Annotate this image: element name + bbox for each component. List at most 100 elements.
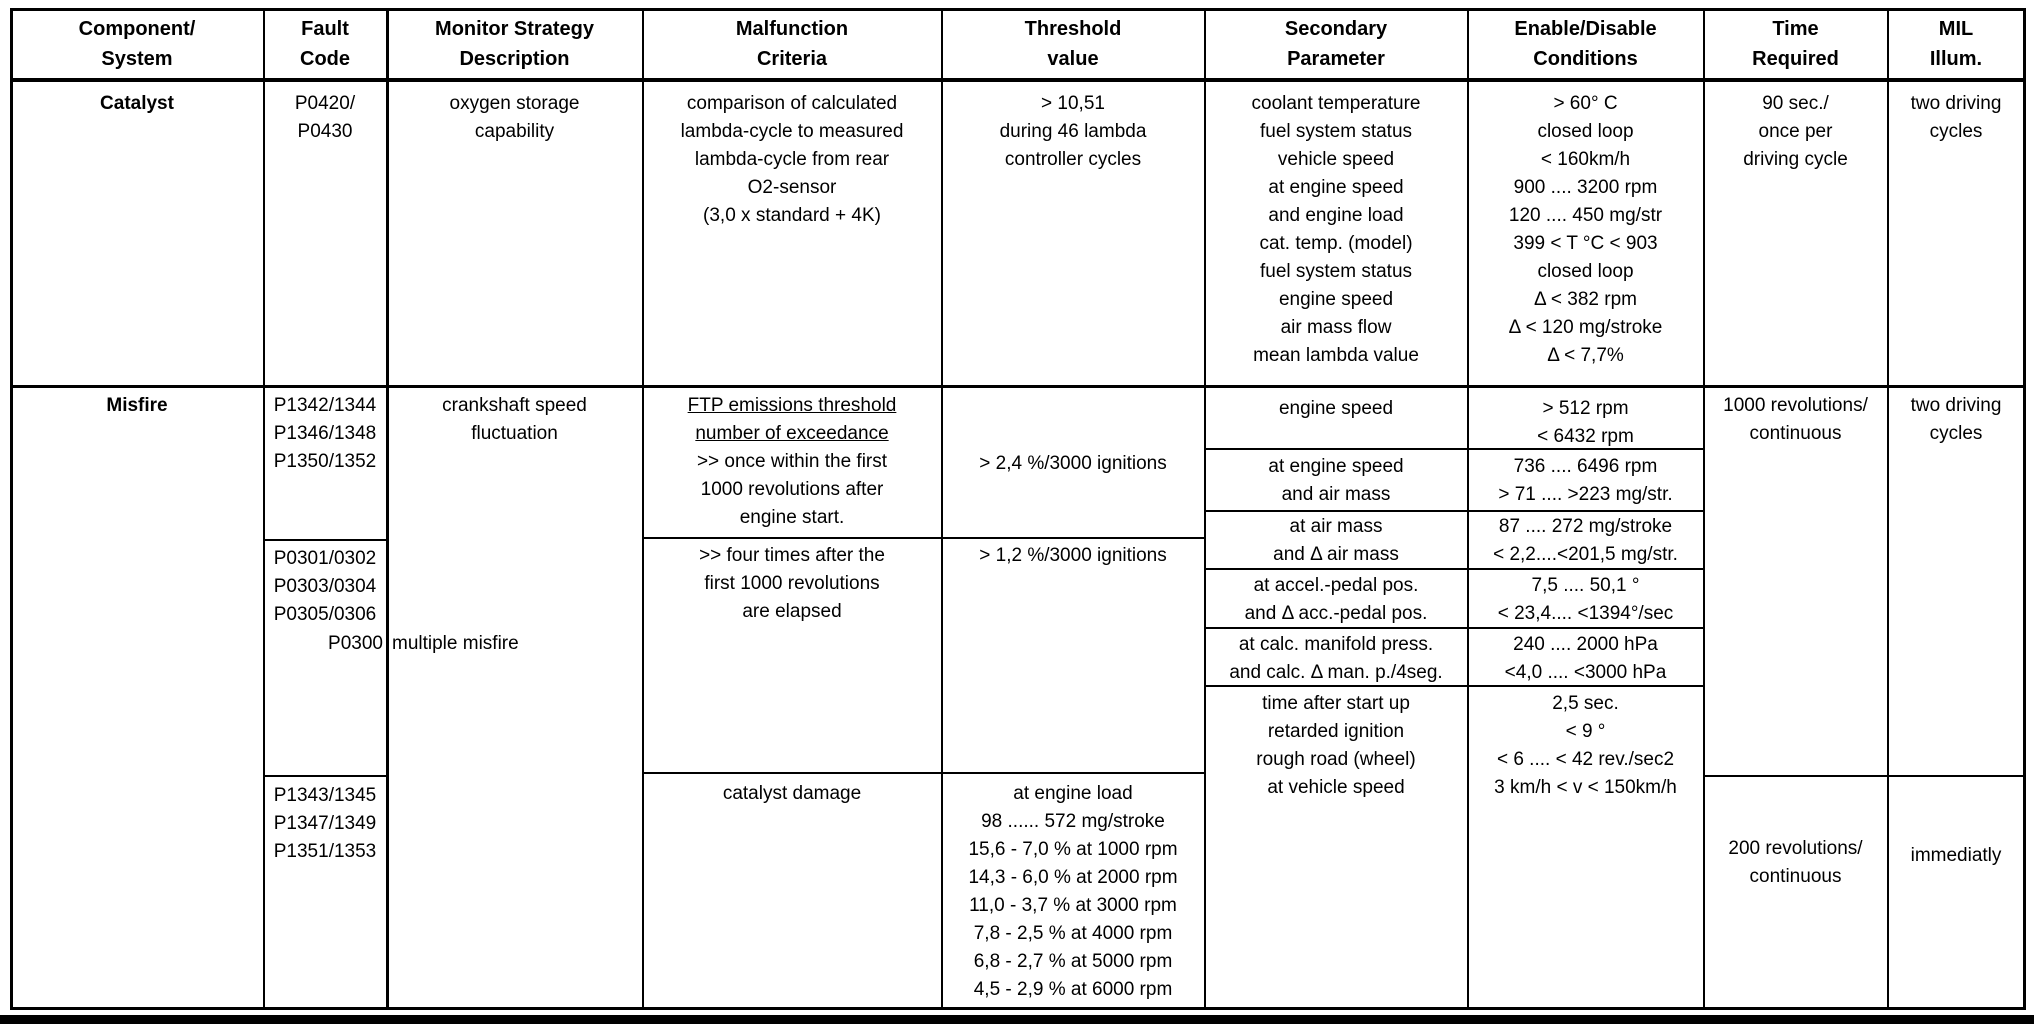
text-line: two driving <box>1910 395 2002 416</box>
text-line: 90 sec./ <box>1762 93 1829 114</box>
table-outer-border <box>10 8 2026 1010</box>
text-line: >> four times after the <box>699 545 885 566</box>
text-line: Conditions <box>1533 48 1638 70</box>
text-line: engine speed <box>1278 289 1394 310</box>
text-line: lambda-cycle from rear <box>694 149 890 170</box>
text-line: P0301/0302 <box>273 548 377 569</box>
header-monitor-strategy: Monitor Strategy Description <box>388 14 641 74</box>
grid-line-vertical <box>1204 8 1206 1010</box>
text-line: < 6 .... < 42 rev./sec2 <box>1496 749 1675 770</box>
text-line: Misfire <box>106 395 168 416</box>
text-line: number of exceedance <box>695 423 889 444</box>
text-line: 14,3 - 6,0 % at 2000 rpm <box>968 867 1178 888</box>
text-line: Parameter <box>1287 48 1385 70</box>
grid-line-vertical <box>642 8 644 1010</box>
text-line: < 23,4.... <1394°/sec <box>1497 603 1674 624</box>
text-line: vehicle speed <box>1277 149 1395 170</box>
misfire-criteria-catalyst-damage: catalyst damage <box>644 780 940 808</box>
grid-line-horizontal <box>1703 775 2026 777</box>
text-line: 200 revolutions/ <box>1728 838 1863 859</box>
bottom-scan-bar <box>0 1015 2034 1024</box>
text-line: at engine speed <box>1268 456 1404 477</box>
grid-line-horizontal <box>263 539 388 541</box>
text-line: > 10,51 <box>1041 93 1105 114</box>
misfire-secondary-row2-params: at engine speed and air mass <box>1206 453 1466 509</box>
row-divider-line <box>10 385 2026 388</box>
misfire-secondary-row3-conditions: 87 .... 272 mg/stroke < 2,2....<201,5 mg/… <box>1469 513 1702 569</box>
text-line: engine speed <box>1278 398 1394 419</box>
text-line: 7,5 .... 50,1 ° <box>1531 575 1640 596</box>
misfire-monitor-strategy-multiple: multiple misfire <box>392 633 519 654</box>
misfire-monitor-strategy: crankshaft speed fluctuation <box>388 392 641 448</box>
text-line: at engine speed <box>1268 177 1404 198</box>
text-line: Secondary <box>1284 18 1388 40</box>
misfire-secondary-row3-params: at air mass and Δ air mass <box>1206 513 1466 569</box>
text-line: System <box>101 48 173 70</box>
text-line: engine start. <box>739 507 845 528</box>
header-malfunction-criteria: Malfunction Criteria <box>644 14 940 74</box>
misfire-time-required-block2: 200 revolutions/continuous <box>1705 835 1886 891</box>
text-line: retarded ignition <box>1267 721 1405 742</box>
text-line: Malfunction <box>735 18 849 40</box>
catalyst-enable-conditions: > 60° C closed loop < 160km/h 900 .... 3200… <box>1469 90 1702 370</box>
header-secondary-parameter: Secondary Parameter <box>1206 14 1466 74</box>
catalyst-component-cell: Catalyst <box>12 90 262 118</box>
text-line: Δ < 7,7% <box>1547 345 1624 366</box>
text-line: immediatly <box>1910 845 2002 866</box>
text-line: > 60° C <box>1553 93 1618 114</box>
text-line: controller cycles <box>1004 149 1142 170</box>
text-line: at calc. manifold press. <box>1238 634 1434 655</box>
misfire-secondary-row5-params: at calc. manifold press. and calc. Δ man.… <box>1206 631 1466 687</box>
text-line: cycles <box>1929 121 1983 142</box>
text-line: once per <box>1758 121 1833 142</box>
text-line: FTP emissions threshold <box>687 395 897 416</box>
header-time-required: Time Required <box>1705 14 1886 74</box>
text-line: P1351/1353 <box>273 841 377 862</box>
text-line: Time <box>1772 18 1819 40</box>
text-line: lambda-cycle to measured <box>680 121 904 142</box>
misfire-mil-block2: immediatly <box>1889 842 2023 870</box>
text-line: P1342/1344 <box>273 395 377 416</box>
text-line: Code <box>300 48 350 70</box>
text-line: Catalyst <box>100 93 174 114</box>
misfire-secondary-row5-conditions: 240 .... 2000 hPa <4,0 .... <3000 hPa <box>1469 631 1702 687</box>
text-line: 11,0 - 3,7 % at 3000 rpm <box>969 895 1177 916</box>
grid-line-vertical <box>386 8 389 1010</box>
text-line: air mass flow <box>1280 317 1392 338</box>
text-line: and engine load <box>1268 205 1404 226</box>
text-line: Description <box>459 48 570 70</box>
text-line: 399 < T °C < 903 <box>1513 233 1658 254</box>
text-line: 3 km/h < v < 150km/h <box>1494 777 1677 798</box>
misfire-secondary-row4-params: at accel.-pedal pos. and Δ acc.-pedal pos… <box>1206 572 1466 628</box>
text-line: and calc. Δ man. p./4seg. <box>1229 662 1443 683</box>
text-line: rough road (wheel) <box>1256 749 1416 770</box>
text-line: Criteria <box>756 48 828 70</box>
text-line: 7,8 - 2,5 % at 4000 rpm <box>973 923 1173 944</box>
text-line: P0420/ <box>294 93 356 114</box>
header-enable-disable: Enable/Disable Conditions <box>1469 14 1702 74</box>
text-line: >> once within the first <box>696 451 888 472</box>
text-line: P0305/0306 <box>273 604 377 625</box>
text-line: crankshaft speed <box>442 395 587 416</box>
misfire-secondary-row6-params: time after start up retarded ignition roug… <box>1206 690 1466 802</box>
grid-line-vertical <box>1467 8 1469 1010</box>
catalyst-threshold: > 10,51 during 46 lambda controller cycles <box>943 90 1203 174</box>
misfire-component-cell: Misfire <box>12 392 262 420</box>
text-line: and Δ acc.-pedal pos. <box>1244 603 1428 624</box>
text-line: comparison of calculated <box>686 93 898 114</box>
text-line: continuous <box>1749 423 1842 444</box>
text-line: 87 .... 272 mg/stroke <box>1498 516 1673 537</box>
text-line: O2-sensor <box>747 177 837 198</box>
text-line: > 512 rpm <box>1542 398 1629 419</box>
text-line: Required <box>1752 48 1839 70</box>
misfire-threshold-four-times: > 1,2 %/3000 ignitions <box>943 542 1203 570</box>
grid-line-horizontal <box>642 772 1204 774</box>
text-line: fuel system status <box>1259 261 1413 282</box>
text-line: 15,6 - 7,0 % at 1000 rpm <box>968 839 1178 860</box>
grid-line-vertical <box>941 8 943 1010</box>
grid-line-horizontal <box>1204 448 1705 450</box>
catalyst-fault-codes: P0420/P0430 <box>265 90 385 146</box>
text-line: fuel system status <box>1259 121 1413 142</box>
catalyst-time-required: 90 sec./ once per driving cycle <box>1705 90 1886 174</box>
